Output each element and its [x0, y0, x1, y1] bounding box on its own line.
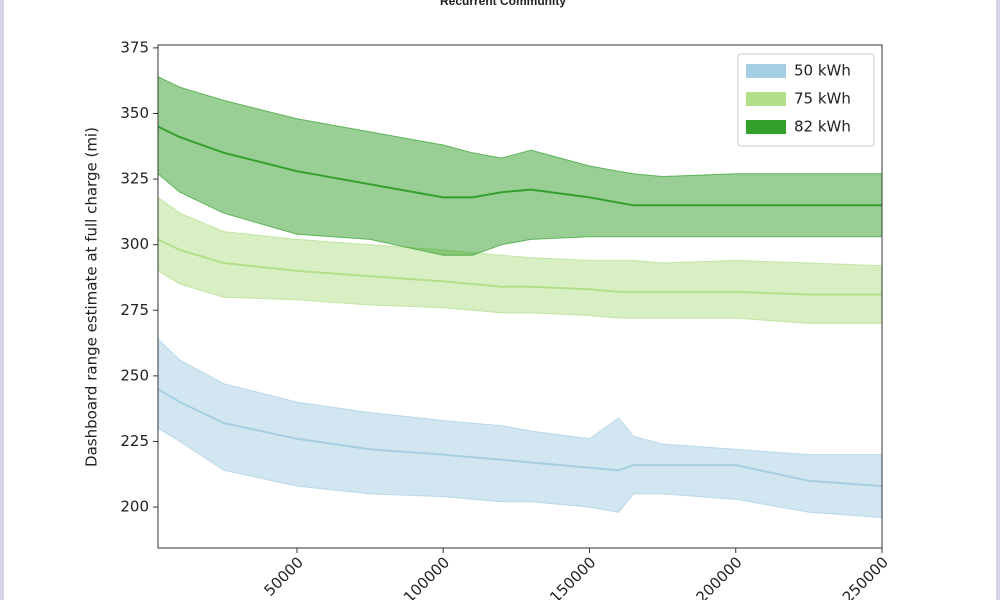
x-tick-label: 100000 — [400, 553, 453, 600]
mean-line — [157, 238, 882, 296]
legend-swatch — [746, 120, 786, 134]
plot-frame — [157, 44, 883, 549]
band — [157, 337, 883, 519]
legend-swatch — [746, 64, 786, 78]
y-tick-label: 250 — [120, 366, 149, 384]
x-tick-label: 50000 — [260, 553, 306, 599]
legend-label: 75 kWh — [794, 90, 851, 108]
y-tick-label: 275 — [120, 301, 149, 319]
x-tick-label: 250000 — [839, 553, 892, 600]
y-tick-label: 225 — [120, 432, 149, 450]
x-tick-label: 200000 — [693, 553, 746, 600]
y-axis-label: Dashboard range estimate at full charge … — [83, 127, 101, 467]
y-tick-label: 325 — [120, 170, 149, 188]
mean-line — [157, 125, 882, 207]
chart-title: Recurrent Community — [440, 0, 566, 8]
y-tick-label: 300 — [120, 235, 149, 253]
legend-label: 50 kWh — [794, 62, 851, 80]
y-tick-label: 350 — [120, 104, 149, 122]
legend-swatch — [746, 92, 786, 106]
x-tick-label: 150000 — [546, 553, 599, 600]
y-tick-label: 200 — [120, 498, 149, 516]
legend-label: 82 kWh — [794, 118, 851, 136]
mean-line — [157, 388, 883, 488]
y-tick-label: 375 — [120, 38, 149, 56]
